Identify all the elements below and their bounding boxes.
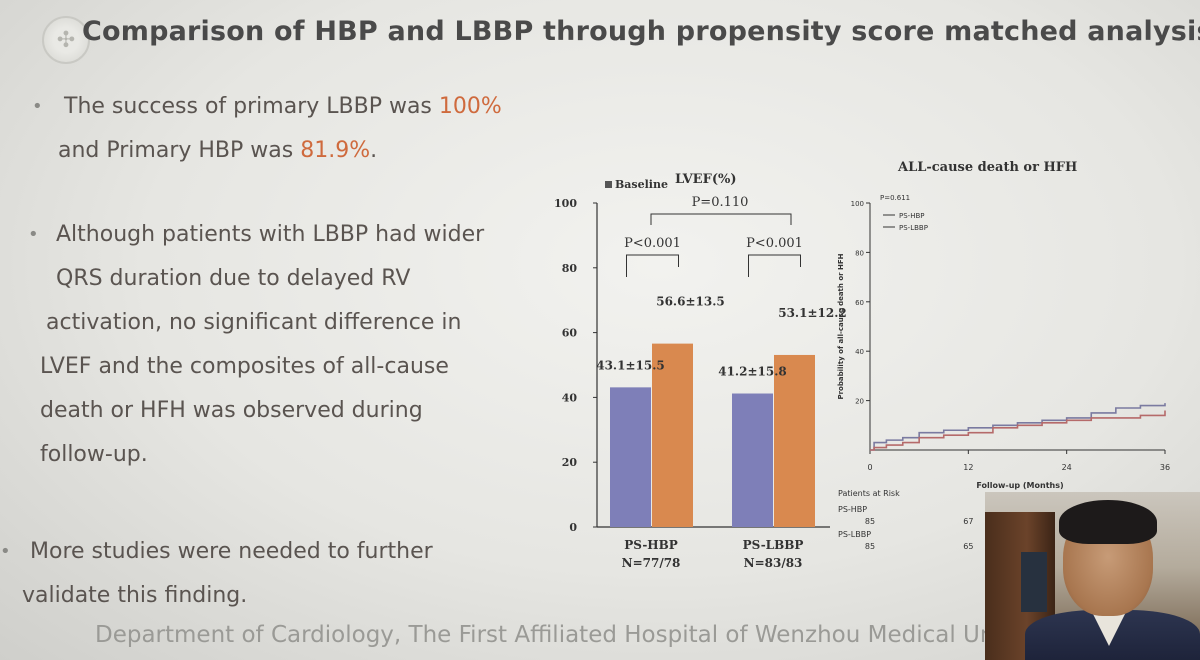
risk-row-label: PS-LBBP: [838, 530, 871, 539]
highlight-value: 81.9%: [300, 138, 371, 163]
y-tick-label: 100: [554, 197, 577, 210]
x-tick-label: 12: [963, 463, 973, 472]
category-sub-label: N=77/78: [622, 556, 681, 570]
y-tick-label: 100: [851, 200, 864, 208]
significance-bracket: [748, 254, 801, 277]
bullet-line: activation, no significant difference in: [46, 310, 462, 335]
bullet-future-studies: • More studies were needed to further va…: [0, 530, 530, 618]
category-label: PS-LBBP: [743, 538, 804, 552]
significance-bracket: [626, 254, 679, 277]
risk-count: 85: [865, 517, 875, 526]
km-curve-ps-lbbp: [870, 410, 1166, 451]
chart-title: ALL-cause death or HFH: [897, 160, 1077, 175]
bullet-line: More studies were needed to further: [30, 539, 433, 564]
data-label: 43.1±15.5: [596, 358, 665, 372]
between-group-bracket: [650, 213, 792, 225]
bullet-dot-icon: •: [0, 541, 11, 562]
bullet-line: validate this finding.: [22, 583, 248, 608]
risk-count: 65: [963, 542, 973, 551]
x-tick-label: 36: [1160, 463, 1170, 472]
p-value-label: P=0.611: [880, 194, 910, 202]
bullet-line: LVEF and the composites of all-cause: [40, 354, 449, 379]
university-seal-icon: ✣: [42, 16, 90, 64]
bullet-line: QRS duration due to delayed RV: [56, 266, 411, 291]
y-axis-label: Probability of all-cause death or HFH: [837, 253, 845, 399]
km-curve-ps-hbp: [870, 403, 1166, 451]
legend-label: PS-LBBP: [899, 224, 928, 232]
slide-title: Comparison of HBP and LBBP through prope…: [82, 16, 1200, 47]
p-value-label: P<0.001: [746, 236, 803, 251]
bullet-line: death or HFH was observed during: [40, 398, 423, 423]
data-label: 41.2±15.8: [718, 365, 787, 379]
legend-swatch: [605, 181, 612, 188]
risk-table-header: Patients at Risk: [838, 489, 900, 498]
data-label: 56.6±13.5: [656, 295, 725, 309]
risk-row-label: PS-HBP: [838, 505, 867, 514]
presenter-webcam-video: [985, 492, 1200, 660]
presenter-hair: [1059, 500, 1157, 544]
chart-title: LVEF(%): [675, 172, 736, 187]
bullet-line: The success of primary LBBP was 100%: [64, 85, 534, 129]
bar-baseline-ps-hbp: [610, 387, 651, 527]
legend-label: Baseline: [615, 178, 668, 191]
km-curve-chart: ALL-cause death or HFH P=0.611 20 40 60 80 1…: [837, 160, 1170, 551]
lvef-bar-chart: Baseline LVEF(%) 0 20 40 60 80 100 PS-HBP N=77…: [554, 172, 847, 570]
bullet-line: and Primary HBP was 81.9%.: [58, 129, 534, 173]
p-value-label: P<0.001: [624, 236, 681, 251]
risk-count: 67: [963, 517, 973, 526]
data-label: 53.1±12.2: [778, 306, 847, 320]
y-tick-label: 0: [569, 521, 577, 534]
y-tick-label: 20: [855, 398, 864, 406]
text: .: [370, 138, 378, 163]
bullet-lvef-finding: • Although patients with LBBP had wider …: [28, 213, 540, 477]
bullet-line: follow-up.: [40, 442, 148, 467]
y-tick-label: 40: [855, 348, 864, 356]
p-value-label: P=0.110: [692, 195, 749, 210]
category-label: PS-HBP: [624, 538, 678, 552]
highlight-value: 100%: [438, 94, 502, 119]
text: and Primary HBP was: [58, 138, 301, 163]
x-axis-label: Follow-up (Months): [976, 481, 1063, 490]
background-object: [1021, 552, 1047, 612]
footer-institution: Department of Cardiology, The First Affi…: [95, 622, 1015, 648]
y-tick-label: 40: [562, 391, 578, 404]
text: The success of primary LBBP was: [64, 94, 439, 119]
bar-baseline-ps-lbbp: [732, 393, 773, 527]
legend-label: PS-HBP: [899, 212, 924, 220]
y-tick-label: 20: [562, 456, 578, 469]
bullet-success-rate: • The success of primary LBBP was 100% a…: [32, 85, 534, 173]
x-tick-label: 24: [1062, 463, 1072, 472]
y-tick-label: 60: [855, 299, 864, 307]
x-tick-label: 0: [867, 463, 872, 472]
y-tick-label: 60: [562, 327, 578, 340]
bullet-dot-icon: •: [32, 96, 43, 117]
category-sub-label: N=83/83: [744, 556, 803, 570]
bullet-line: Although patients with LBBP had wider: [56, 222, 485, 247]
bullet-dot-icon: •: [28, 224, 39, 245]
y-tick-label: 80: [562, 262, 578, 275]
bar-followup-ps-hbp: [652, 343, 693, 527]
bar-followup-ps-lbbp: [774, 354, 815, 527]
y-tick-label: 80: [855, 249, 864, 257]
risk-count: 85: [865, 542, 875, 551]
